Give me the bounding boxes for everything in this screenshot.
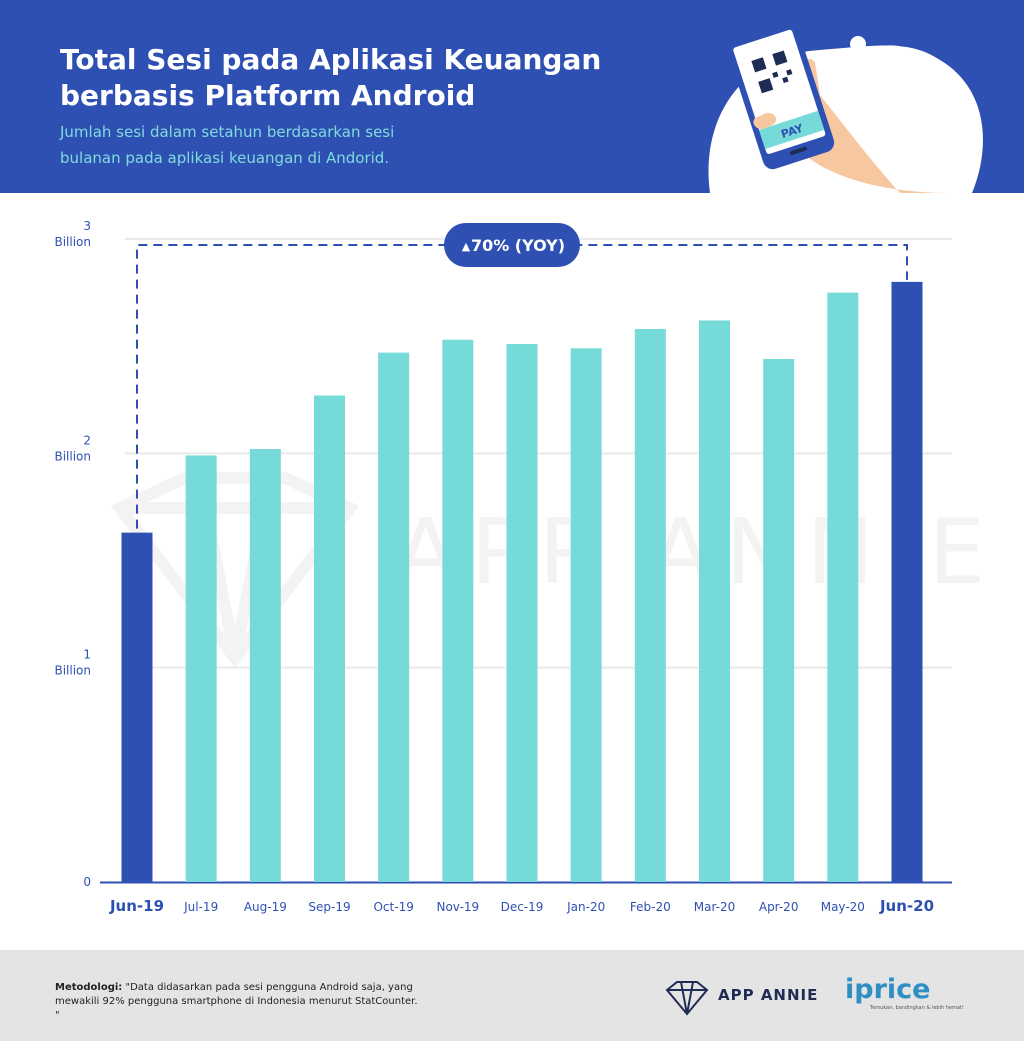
y-tick-unit-1: Billion	[54, 664, 91, 678]
x-tick-label-May-20: May-20	[821, 900, 865, 914]
page-subtitle: Jumlah sesi dalam setahun berdasarkan se…	[60, 119, 460, 171]
methodology-text: "Data didasarkan pada sesi pengguna Andr…	[55, 982, 418, 1007]
title-line-2: berbasis Platform Android	[60, 79, 476, 112]
bar-Nov-19	[442, 339, 474, 882]
y-tick-label-3: 3	[83, 219, 91, 233]
app-annie-logo: APP ANNIE	[718, 986, 819, 1004]
yoy-badge	[444, 223, 580, 267]
yoy-up-arrow-icon: ▲	[462, 240, 471, 253]
x-tick-label-Sep-19: Sep-19	[308, 900, 350, 914]
footer: Metodologi: "Data didasarkan pada sesi p…	[0, 950, 1024, 1041]
bar-Feb-20	[634, 329, 666, 882]
bar-chart: APP ANNIE 0 1 Billion 2 Billion 3 Billion Jun-…	[0, 193, 1024, 950]
bar-Jun-19	[121, 532, 153, 882]
x-tick-label-Nov-19: Nov-19	[436, 900, 479, 914]
x-tick-label-Feb-20: Feb-20	[630, 900, 671, 914]
bar-Oct-19	[378, 352, 410, 882]
methodology-end: "	[55, 1010, 60, 1021]
x-tick-label-Jan-20: Jan-20	[566, 900, 605, 914]
x-tick-label-Oct-19: Oct-19	[373, 900, 413, 914]
header-banner: Total Sesi pada Aplikasi Keuangan berbas…	[0, 0, 1024, 193]
iprice-tagline: Temukan, bandingkan & lebih hemat!	[870, 1005, 964, 1011]
bar-Dec-19	[506, 344, 538, 882]
x-tick-label-Apr-20: Apr-20	[759, 900, 799, 914]
bar-Jul-19	[185, 455, 217, 882]
y-tick-label-2: 2	[83, 433, 91, 447]
bar-Apr-20	[763, 359, 795, 882]
hand-phone-illustration: PAY	[708, 18, 983, 193]
y-tick-unit-3: Billion	[54, 235, 91, 249]
bar-Jan-20	[570, 348, 602, 882]
bar-May-20	[827, 292, 859, 882]
title-line-1: Total Sesi pada Aplikasi Keuangan	[60, 43, 602, 76]
x-tick-label-Dec-19: Dec-19	[501, 900, 544, 914]
bar-Mar-20	[699, 320, 730, 882]
page-title: Total Sesi pada Aplikasi Keuangan berbas…	[60, 42, 620, 114]
methodology-label: Metodologi:	[55, 982, 123, 993]
methodology-note: Metodologi: "Data didasarkan pada sesi p…	[55, 981, 455, 1023]
x-tick-label-Aug-19: Aug-19	[244, 900, 287, 914]
subtitle-line-2: bulanan pada aplikasi keuangan di Andori…	[60, 149, 390, 167]
iprice-logo: iprice	[845, 974, 931, 1005]
y-tick-unit-2: Billion	[54, 449, 91, 463]
x-tick-label-Jun-19: Jun-19	[109, 897, 164, 915]
x-tick-label-Jul-19: Jul-19	[183, 900, 218, 914]
y-tick-label-1: 1	[83, 648, 91, 662]
subtitle-line-1: Jumlah sesi dalam setahun berdasarkan se…	[60, 123, 395, 141]
chart-canvas: APP ANNIE 0 1 Billion 2 Billion 3 Billion Jun-…	[54, 219, 999, 915]
bar-Sep-19	[314, 395, 345, 882]
yoy-label: 70% (YOY)	[471, 236, 565, 255]
y-tick-label-0: 0	[83, 875, 91, 889]
x-tick-label-Jun-20: Jun-20	[879, 897, 934, 915]
bar-Jun-20	[891, 281, 923, 882]
watermark-text: APP ANNIE	[395, 500, 999, 605]
bar-Aug-19	[249, 449, 281, 882]
x-tick-label-Mar-20: Mar-20	[694, 900, 735, 914]
app-annie-logo-icon	[665, 981, 709, 1016]
